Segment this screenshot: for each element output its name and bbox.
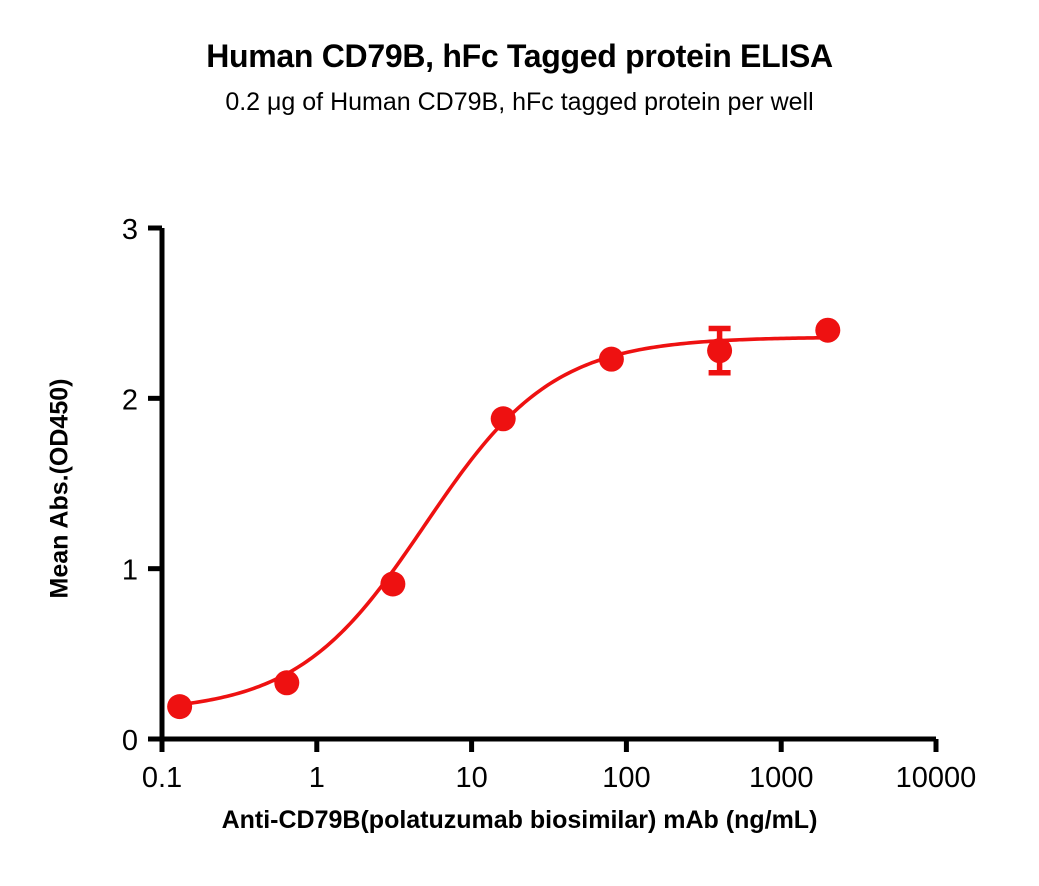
axis-tick-labels: 0.1 1 10 100 1000 10000 0 1 2 3 bbox=[122, 214, 976, 794]
axis-ticks bbox=[148, 225, 939, 752]
y-tick-label: 3 bbox=[122, 214, 138, 246]
x-tick-label: 10 bbox=[455, 762, 487, 794]
x-tick-label: 10000 bbox=[896, 762, 977, 794]
y-tick-label: 2 bbox=[122, 384, 138, 416]
data-point bbox=[167, 694, 193, 720]
data-point bbox=[707, 338, 733, 364]
data-point bbox=[598, 346, 624, 372]
data-points bbox=[167, 317, 841, 720]
chart-title: Human CD79B, hFc Tagged protein ELISA bbox=[206, 38, 833, 74]
x-tick-label: 100 bbox=[602, 762, 650, 794]
x-tick-label: 1 bbox=[309, 762, 325, 794]
sigmoid-fit-curve bbox=[177, 335, 830, 707]
axes bbox=[159, 228, 936, 742]
x-tick-label: 1000 bbox=[749, 762, 814, 794]
data-point bbox=[380, 571, 406, 597]
chart-subtitle: 0.2 μg of Human CD79B, hFc tagged protei… bbox=[225, 88, 814, 116]
data-point bbox=[274, 670, 300, 696]
y-tick-label: 1 bbox=[122, 555, 138, 587]
y-tick-label: 0 bbox=[122, 725, 138, 757]
data-point bbox=[815, 317, 841, 343]
data-point bbox=[490, 406, 516, 432]
x-axis-title: Anti-CD79B(polatuzumab biosimilar) mAb (… bbox=[221, 806, 818, 834]
fit-curve bbox=[177, 335, 830, 707]
x-tick-label: 0.1 bbox=[142, 762, 182, 794]
